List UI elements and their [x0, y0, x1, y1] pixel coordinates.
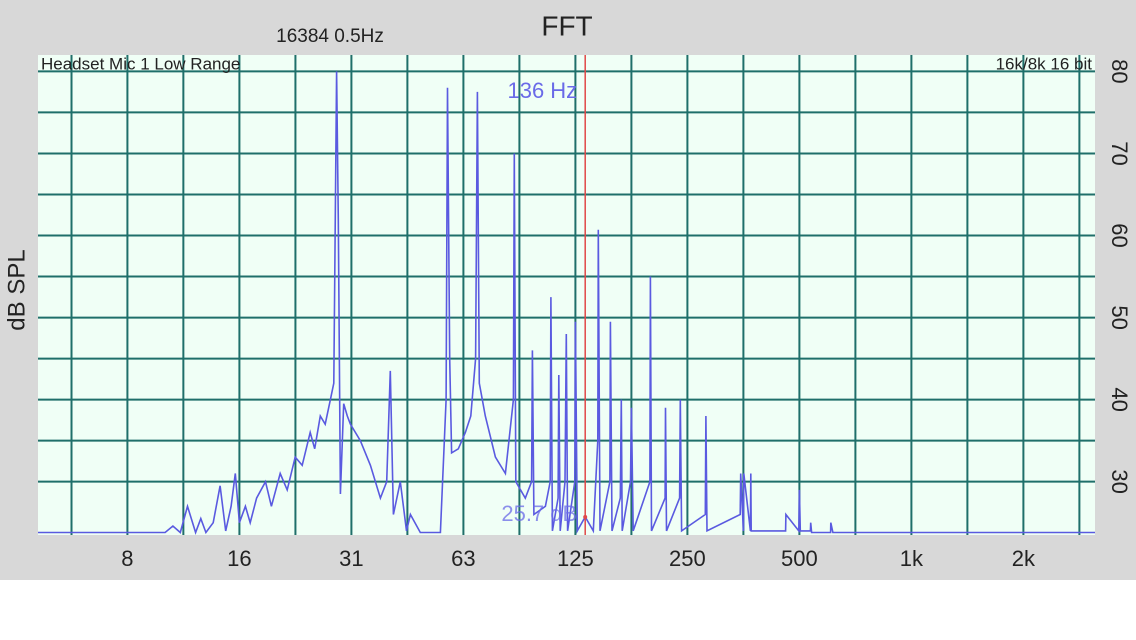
- x-tick-label: 63: [451, 546, 475, 571]
- annotation: Headset Mic 1 Low Range: [41, 54, 240, 73]
- y-tick-label: 40: [1107, 387, 1132, 411]
- y-tick-label: 70: [1107, 141, 1132, 165]
- y-tick-label: 80: [1107, 59, 1132, 83]
- chart-title: FFT: [541, 10, 592, 41]
- y-axis-label: dB SPL: [3, 249, 30, 330]
- x-tick-label: 8: [121, 546, 133, 571]
- cursor-point: [583, 514, 588, 519]
- y-tick-label: 50: [1107, 305, 1132, 329]
- y-tick-label: 30: [1107, 469, 1132, 493]
- x-tick-label: 1k: [900, 546, 924, 571]
- y-tick-label: 60: [1107, 223, 1132, 247]
- x-tick-label: 250: [669, 546, 706, 571]
- x-tick-label: 16: [227, 546, 251, 571]
- x-tick-label: 500: [781, 546, 818, 571]
- cursor-label: 136 Hz: [507, 78, 577, 103]
- x-tick-label: 125: [557, 546, 594, 571]
- annotation: 16k/8k 16 bit: [996, 54, 1093, 73]
- x-tick-label: 2k: [1012, 546, 1036, 571]
- chart-subtitle: 16384 0.5Hz: [276, 26, 384, 47]
- cursor-label: 25.7 dB: [501, 501, 577, 526]
- spectrum-line: [38, 71, 1095, 535]
- x-tick-label: 31: [339, 546, 363, 571]
